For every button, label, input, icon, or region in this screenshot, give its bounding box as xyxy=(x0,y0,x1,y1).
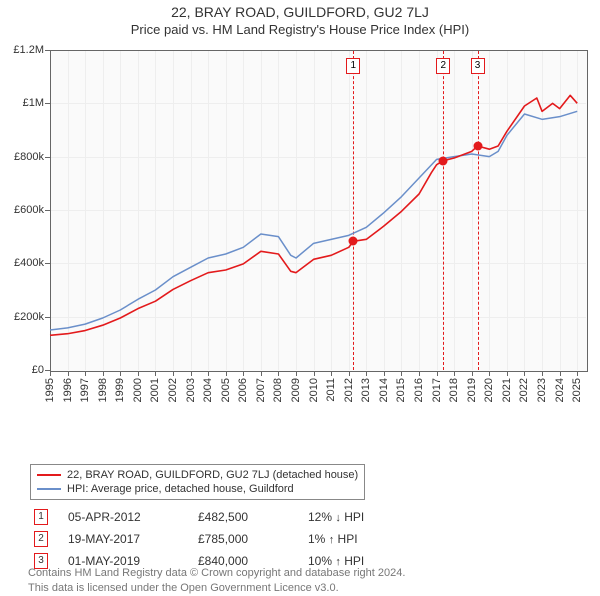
xtick-mark xyxy=(173,371,174,376)
xtick-mark xyxy=(401,371,402,376)
ytick-label: £400k xyxy=(0,257,44,269)
xtick-label: 1996 xyxy=(62,378,74,402)
xtick-label: 2010 xyxy=(308,378,320,402)
xtick-label: 1995 xyxy=(44,378,56,402)
xtick-label: 2013 xyxy=(360,378,372,402)
xtick-mark xyxy=(138,371,139,376)
xtick-mark xyxy=(243,371,244,376)
transaction-index-box: 2 xyxy=(34,531,48,547)
xtick-label: 2008 xyxy=(272,378,284,402)
xtick-mark xyxy=(208,371,209,376)
xtick-mark xyxy=(50,371,51,376)
xtick-mark xyxy=(226,371,227,376)
xtick-mark xyxy=(524,371,525,376)
xtick-label: 2023 xyxy=(536,378,548,402)
legend-swatch xyxy=(37,474,61,476)
xtick-label: 2012 xyxy=(343,378,355,402)
xtick-label: 2003 xyxy=(185,378,197,402)
xtick-mark xyxy=(472,371,473,376)
xtick-mark xyxy=(437,371,438,376)
xtick-label: 2009 xyxy=(290,378,302,402)
legend: 22, BRAY ROAD, GUILDFORD, GU2 7LJ (detac… xyxy=(30,464,365,500)
xtick-mark xyxy=(120,371,121,376)
footer-line-1: Contains HM Land Registry data © Crown c… xyxy=(28,566,405,581)
ytick-label: £600k xyxy=(0,204,44,216)
xtick-label: 2006 xyxy=(237,378,249,402)
xtick-mark xyxy=(489,371,490,376)
xtick-label: 2020 xyxy=(483,378,495,402)
xtick-mark xyxy=(349,371,350,376)
xtick-mark xyxy=(560,371,561,376)
xtick-label: 2007 xyxy=(255,378,267,402)
transaction-price: £482,500 xyxy=(198,510,308,524)
legend-swatch xyxy=(37,488,61,490)
xtick-mark xyxy=(366,371,367,376)
xtick-mark xyxy=(454,371,455,376)
transaction-date: 05-APR-2012 xyxy=(68,510,198,524)
xtick-label: 2021 xyxy=(501,378,513,402)
footer-attribution: Contains HM Land Registry data © Crown c… xyxy=(28,566,405,596)
xtick-label: 2004 xyxy=(202,378,214,402)
legend-label: 22, BRAY ROAD, GUILDFORD, GU2 7LJ (detac… xyxy=(67,469,358,481)
transaction-table: 1 05-APR-2012£482,50012% ↓ HPI 2 19-MAY-201… xyxy=(34,506,364,572)
ytick-label: £1M xyxy=(0,97,44,109)
xtick-label: 2011 xyxy=(325,378,337,402)
ytick-label: £1.2M xyxy=(0,44,44,56)
xtick-mark xyxy=(103,371,104,376)
xtick-label: 2005 xyxy=(220,378,232,402)
chart-area: £0 £200k £400k £600k £800k £1M £1.2M 1995 1996 19… xyxy=(0,46,600,426)
ytick-label: £800k xyxy=(0,151,44,163)
xtick-label: 2022 xyxy=(518,378,530,402)
transaction-row: 1 05-APR-2012£482,50012% ↓ HPI xyxy=(34,506,364,528)
transaction-diff: 12% ↓ HPI xyxy=(308,510,364,524)
chart-title: 22, BRAY ROAD, GUILDFORD, GU2 7LJ xyxy=(0,4,600,20)
legend-label: HPI: Average price, detached house, Guil… xyxy=(67,483,294,495)
ytick-label: £200k xyxy=(0,311,44,323)
xtick-label: 2018 xyxy=(448,378,460,402)
ytick-label: £0 xyxy=(0,364,44,376)
xtick-mark xyxy=(384,371,385,376)
price-point-dot xyxy=(439,156,448,165)
series-hpi xyxy=(50,111,577,330)
xtick-label: 1997 xyxy=(79,378,91,402)
series-price_paid xyxy=(50,95,577,335)
transaction-price: £785,000 xyxy=(198,532,308,546)
xtick-label: 2001 xyxy=(149,378,161,402)
xtick-label: 2014 xyxy=(378,378,390,402)
xtick-label: 2019 xyxy=(466,378,478,402)
transaction-row: 2 19-MAY-2017£785,0001% ↑ HPI xyxy=(34,528,364,550)
transaction-diff: 1% ↑ HPI xyxy=(308,532,358,546)
xtick-mark xyxy=(507,371,508,376)
xtick-mark xyxy=(542,371,543,376)
xtick-label: 1999 xyxy=(114,378,126,402)
chart-subtitle: Price paid vs. HM Land Registry's House … xyxy=(0,22,600,37)
xtick-label: 2000 xyxy=(132,378,144,402)
xtick-mark xyxy=(278,371,279,376)
xtick-label: 2002 xyxy=(167,378,179,402)
xtick-label: 2024 xyxy=(554,378,566,402)
price-point-dot xyxy=(349,237,358,246)
xtick-label: 2017 xyxy=(431,378,443,402)
xtick-mark xyxy=(314,371,315,376)
xtick-mark xyxy=(155,371,156,376)
xtick-mark xyxy=(419,371,420,376)
footer-line-2: This data is licensed under the Open Gov… xyxy=(28,581,405,596)
xtick-mark xyxy=(577,371,578,376)
xtick-mark xyxy=(296,371,297,376)
transaction-date: 19-MAY-2017 xyxy=(68,532,198,546)
legend-item: HPI: Average price, detached house, Guil… xyxy=(37,483,358,495)
xtick-mark xyxy=(261,371,262,376)
xtick-label: 1998 xyxy=(97,378,109,402)
xtick-label: 2015 xyxy=(395,378,407,402)
legend-item: 22, BRAY ROAD, GUILDFORD, GU2 7LJ (detac… xyxy=(37,469,358,481)
series-svg xyxy=(50,50,586,370)
price-point-dot xyxy=(473,142,482,151)
xtick-mark xyxy=(191,371,192,376)
xtick-label: 2025 xyxy=(571,378,583,402)
transaction-index-box: 1 xyxy=(34,509,48,525)
xtick-mark xyxy=(68,371,69,376)
xtick-mark xyxy=(331,371,332,376)
xtick-label: 2016 xyxy=(413,378,425,402)
xtick-mark xyxy=(85,371,86,376)
